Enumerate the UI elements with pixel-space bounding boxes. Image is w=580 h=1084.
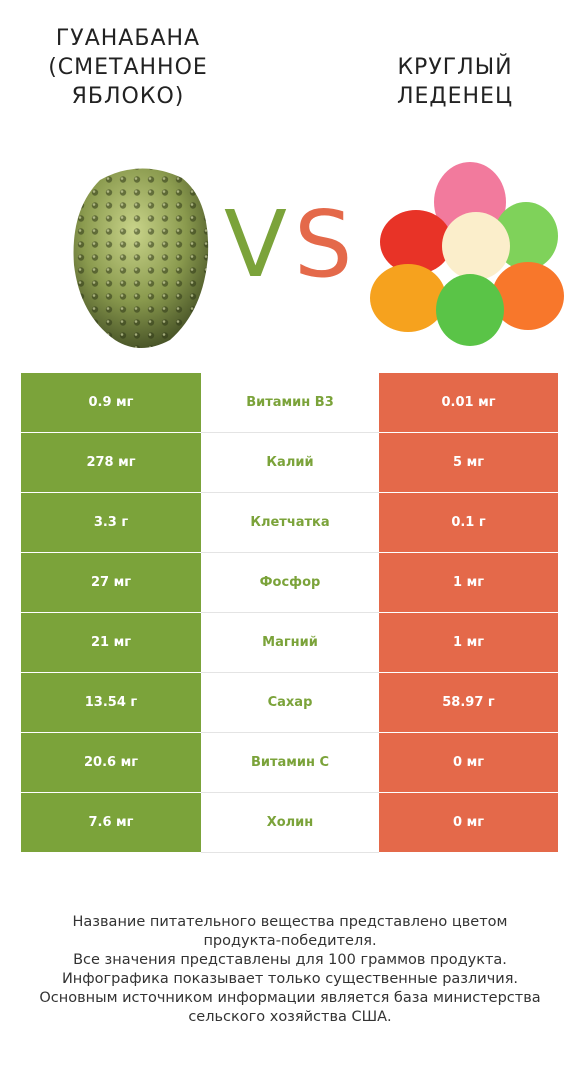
row-divider bbox=[379, 492, 558, 493]
row-divider bbox=[379, 552, 558, 553]
nutrient-name-cell: Магний bbox=[201, 613, 379, 673]
vs-s-letter: S bbox=[294, 192, 352, 292]
row-divider bbox=[379, 612, 558, 613]
table-row: 0.9 мг Витамин B3 0.01 мг bbox=[21, 373, 558, 433]
row-divider bbox=[21, 852, 201, 853]
row-divider bbox=[21, 672, 201, 673]
row-divider bbox=[21, 492, 201, 493]
row-divider bbox=[21, 792, 201, 793]
table-row: 7.6 мг Холин 0 мг bbox=[21, 793, 558, 853]
nutrient-name-cell: Холин bbox=[201, 793, 379, 853]
left-value-cell: 20.6 мг bbox=[21, 733, 201, 792]
nutrient-name-cell: Витамин B3 bbox=[201, 373, 379, 433]
table-row: 13.54 г Сахар 58.97 г bbox=[21, 673, 558, 733]
left-value-cell: 278 мг bbox=[21, 433, 201, 492]
table-row: 21 мг Магний 1 мг bbox=[21, 613, 558, 673]
table-row: 27 мг Фосфор 1 мг bbox=[21, 553, 558, 613]
right-product-title: КРУГЛЫЙ ЛЕДЕНЕЦ bbox=[396, 55, 514, 109]
nutrient-name-cell: Сахар bbox=[201, 673, 379, 733]
left-value-cell: 27 мг bbox=[21, 553, 201, 612]
left-value-cell: 7.6 мг bbox=[21, 793, 201, 852]
table-row: 3.3 г Клетчатка 0.1 г bbox=[21, 493, 558, 553]
left-value-cell: 13.54 г bbox=[21, 673, 201, 732]
left-value-cell: 21 мг bbox=[21, 613, 201, 672]
right-value-cell: 0 мг bbox=[379, 793, 558, 852]
table-row: 278 мг Калий 5 мг bbox=[21, 433, 558, 493]
right-value-cell: 5 мг bbox=[379, 433, 558, 492]
nutrient-name-cell: Фосфор bbox=[201, 553, 379, 613]
row-divider bbox=[379, 852, 558, 853]
row-divider bbox=[379, 732, 558, 733]
row-divider bbox=[21, 612, 201, 613]
left-product-title: ГУАНАБАНА (СМЕТАННОЕ ЯБЛОКО) bbox=[48, 26, 208, 109]
right-value-cell: 0 мг bbox=[379, 733, 558, 792]
comparison-table: 0.9 мг Витамин B3 0.01 мг 278 мг Калий 5 мг 3.… bbox=[21, 373, 558, 853]
row-divider bbox=[21, 732, 201, 733]
vs-label: V S bbox=[224, 192, 352, 292]
vs-v-letter: V bbox=[224, 192, 287, 292]
right-value-cell: 1 мг bbox=[379, 553, 558, 612]
row-divider bbox=[21, 552, 201, 553]
row-divider bbox=[379, 672, 558, 673]
right-value-cell: 0.1 г bbox=[379, 493, 558, 552]
nutrient-name-cell: Клетчатка bbox=[201, 493, 379, 553]
nutrient-name-cell: Витамин C bbox=[201, 733, 379, 793]
right-value-cell: 58.97 г bbox=[379, 673, 558, 732]
row-divider bbox=[379, 432, 558, 433]
left-value-cell: 3.3 г bbox=[21, 493, 201, 552]
right-value-cell: 0.01 мг bbox=[379, 373, 558, 432]
nutrient-name-cell: Калий bbox=[201, 433, 379, 493]
soursop-fruit-image bbox=[60, 160, 220, 355]
footer-note: Название питательного вещества представл… bbox=[39, 914, 541, 1025]
left-value-cell: 0.9 мг bbox=[21, 373, 201, 432]
gumdrops-candy-image bbox=[366, 150, 566, 350]
row-divider bbox=[379, 792, 558, 793]
right-value-cell: 1 мг bbox=[379, 613, 558, 672]
row-divider bbox=[21, 432, 201, 433]
